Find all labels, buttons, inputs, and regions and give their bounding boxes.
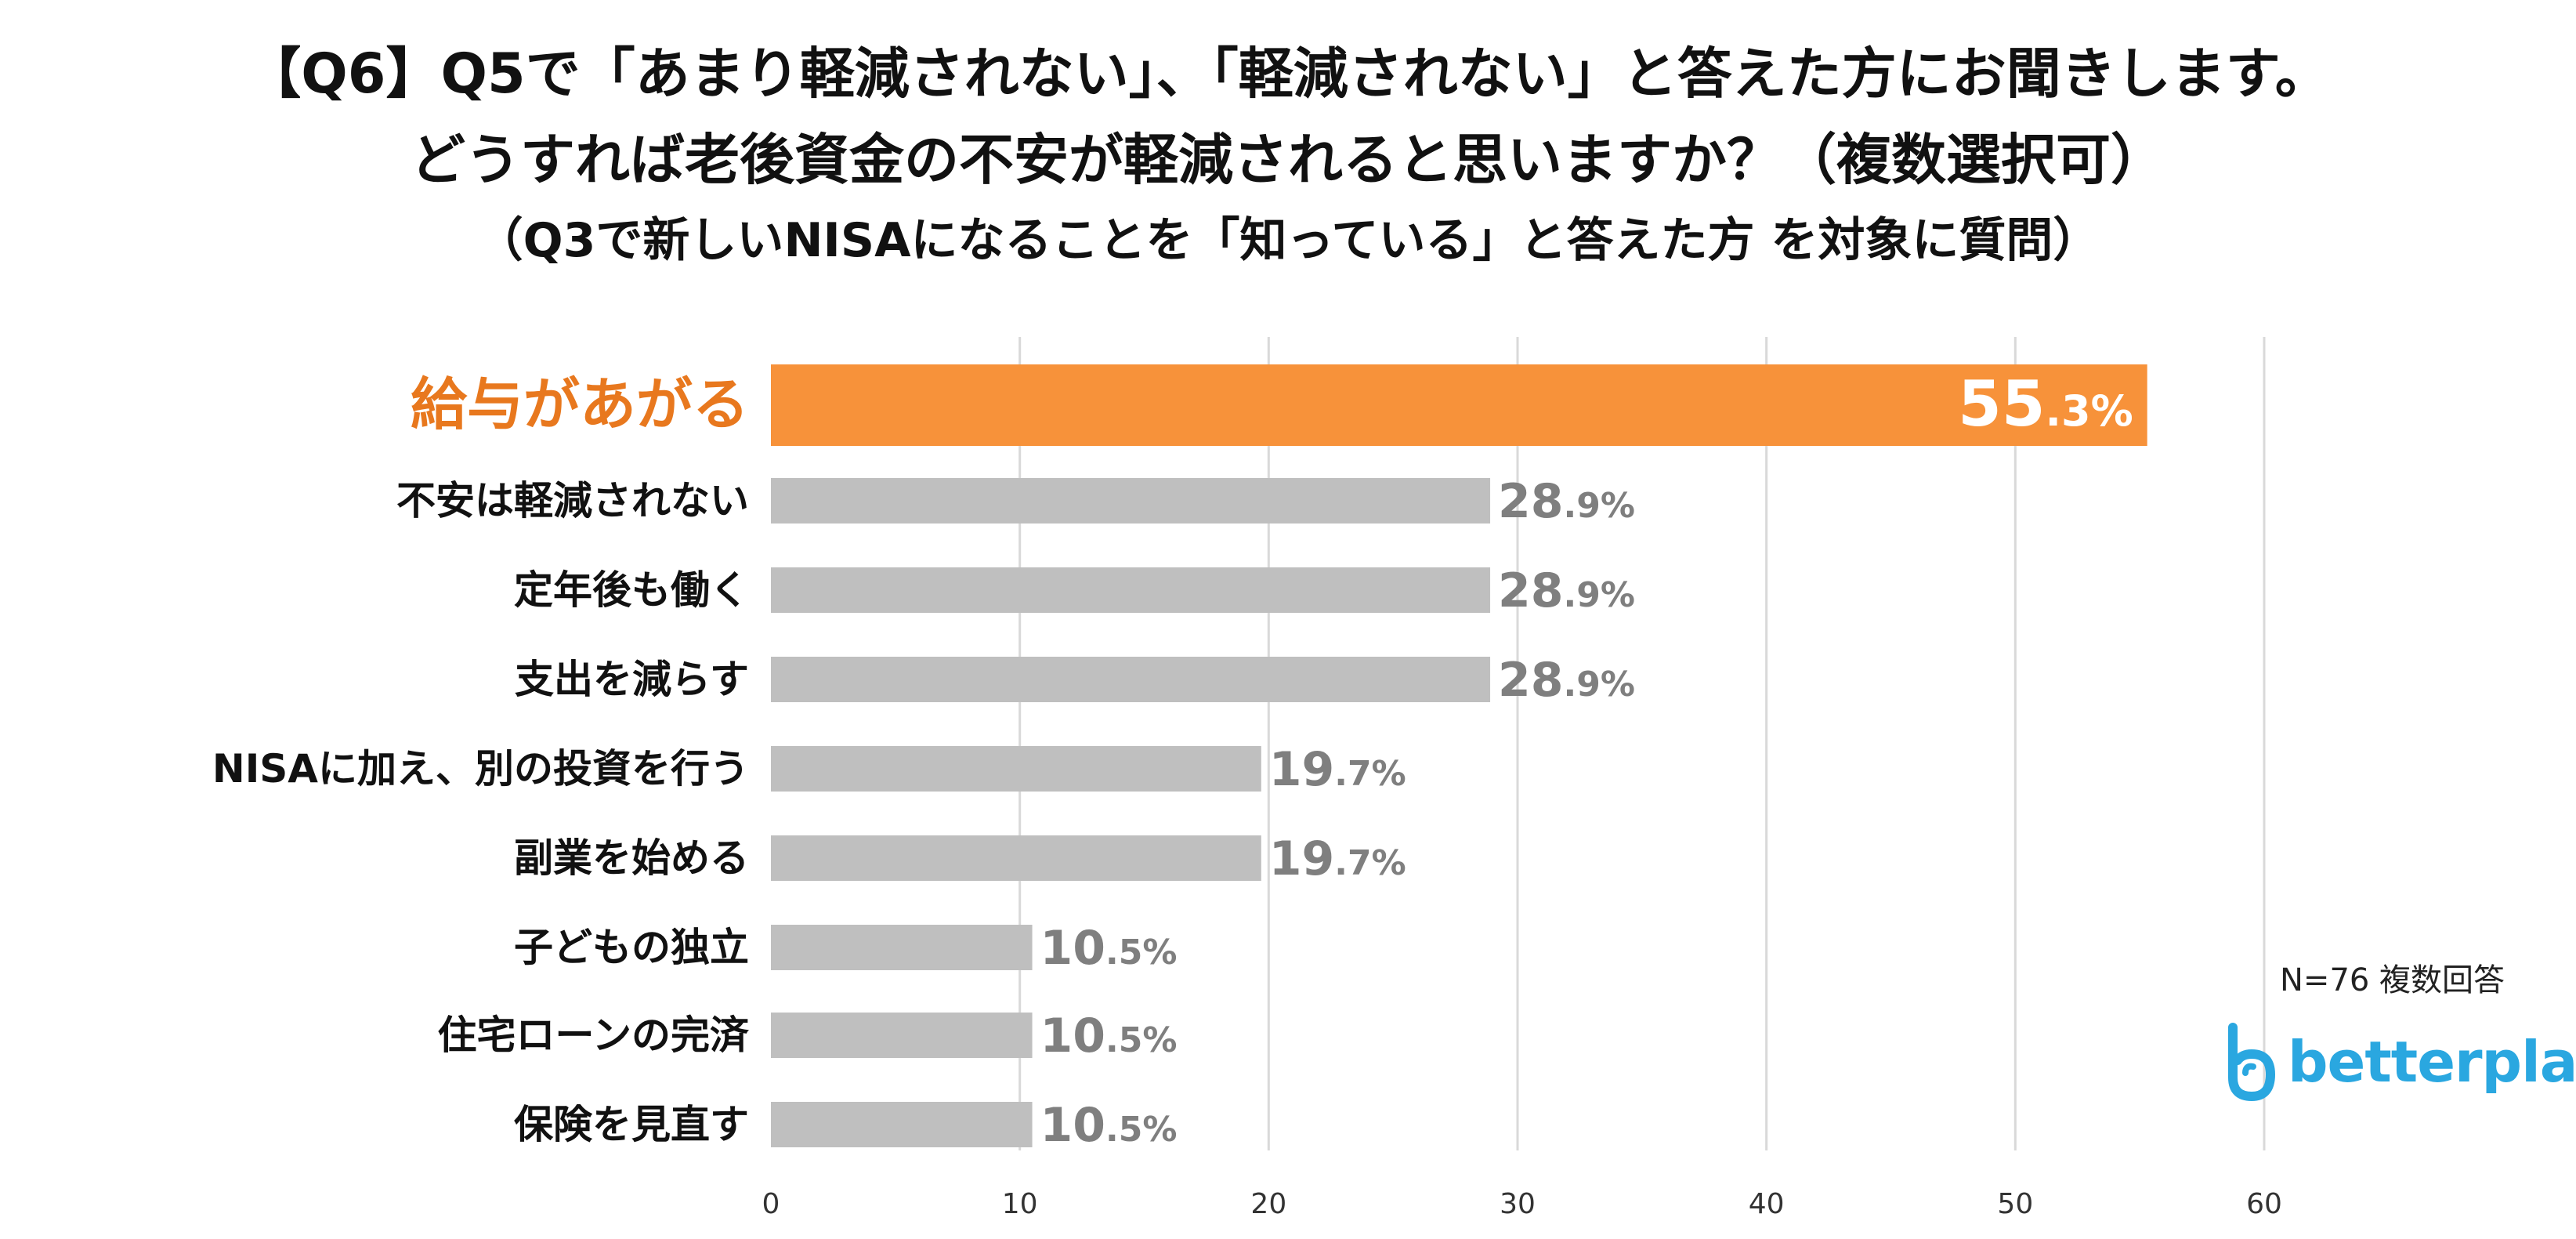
x-tick-label: 20	[1250, 1188, 1286, 1220]
sample-size-note: N=76 複数回答	[2280, 962, 2505, 998]
value-label: 19.7%	[1269, 742, 1406, 797]
bar	[771, 657, 1491, 702]
value-label-decimal: .3%	[2045, 386, 2133, 436]
value-label: 10.5%	[1040, 921, 1178, 976]
category-label: 副業を始める	[514, 835, 749, 881]
value-label-integer: 55	[1958, 368, 2045, 440]
bar	[771, 835, 1261, 881]
category-label: 不安は軽減されない	[396, 478, 749, 523]
bar	[771, 1013, 1033, 1058]
value-label-integer: 10	[1040, 1009, 1106, 1063]
x-tick-label: 40	[1749, 1188, 1785, 1220]
category-label: 住宅ローンの完済	[438, 1013, 750, 1058]
value-label-integer: 10	[1040, 1098, 1106, 1153]
value-label: 28.9%	[1498, 563, 1635, 618]
x-tick-label: 30	[1500, 1188, 1536, 1220]
value-label-decimal: .7%	[1334, 754, 1406, 794]
bar	[771, 1102, 1033, 1147]
bar	[771, 746, 1261, 792]
category-label: 子どもの独立	[514, 925, 749, 970]
value-label-integer: 19	[1269, 831, 1335, 886]
bar	[771, 925, 1033, 970]
value-label-integer: 28	[1498, 474, 1564, 529]
value-label: 10.5%	[1040, 1009, 1178, 1063]
bar	[771, 478, 1491, 523]
value-label-decimal: .9%	[1564, 665, 1635, 705]
value-label-decimal: .9%	[1564, 575, 1635, 615]
category-label: 保険を見直す	[514, 1102, 749, 1147]
title-line-3: （Q3で新しいNISAになることを「知っている」と答えた方 を対象に質問）	[476, 213, 2100, 268]
x-tick-label: 50	[1997, 1188, 2033, 1220]
title-line-1: 【Q6】Q5で「あまり軽減されない」、「軽減されない」と答えた方にお聞きします。	[246, 42, 2330, 106]
x-tick-label: 60	[2246, 1188, 2282, 1220]
value-label: 19.7%	[1269, 831, 1406, 886]
value-label: 55.3%	[1958, 368, 2133, 440]
value-label-integer: 10	[1040, 921, 1106, 976]
bar	[771, 567, 1491, 613]
logo-text: betterplace	[2288, 1029, 2576, 1095]
x-tick-label: 0	[762, 1188, 780, 1220]
x-tick-label: 10	[1002, 1188, 1038, 1220]
category-label: 給与があがる	[411, 371, 749, 437]
value-label: 10.5%	[1040, 1098, 1178, 1153]
value-label-decimal: .7%	[1334, 843, 1406, 883]
bar	[771, 364, 2147, 446]
value-label-decimal: .9%	[1564, 486, 1635, 526]
value-label: 28.9%	[1498, 474, 1635, 529]
value-label-integer: 28	[1498, 653, 1564, 708]
value-label: 28.9%	[1498, 653, 1635, 708]
value-label-integer: 28	[1498, 563, 1564, 618]
category-label: 定年後も働く	[514, 567, 749, 613]
category-label: 支出を減らす	[515, 657, 749, 702]
category-label: NISAに加え、別の投資を行う	[212, 746, 749, 792]
value-label-decimal: .5%	[1105, 1020, 1177, 1060]
value-label-decimal: .5%	[1105, 933, 1177, 973]
betterplace-b-icon	[2228, 1023, 2276, 1101]
logo: betterplace	[2222, 1019, 2576, 1105]
title-line-2: どうすれば老後資金の不安が軽減されると思いますか？（複数選択可）	[411, 128, 2165, 192]
value-label-integer: 19	[1269, 742, 1335, 797]
value-label-decimal: .5%	[1105, 1110, 1177, 1150]
